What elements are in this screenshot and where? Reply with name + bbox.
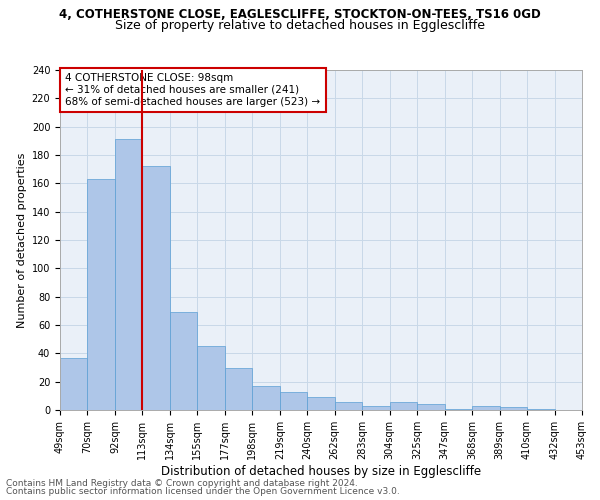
Bar (362, 406, 389, 410)
Bar (60, 358, 88, 410)
Text: Contains public sector information licensed under the Open Government Licence v3: Contains public sector information licen… (6, 487, 400, 496)
Bar (445, 408, 472, 410)
Bar (527, 408, 554, 410)
Text: 4, COTHERSTONE CLOSE, EAGLESCLIFFE, STOCKTON-ON-TEES, TS16 0GD: 4, COTHERSTONE CLOSE, EAGLESCLIFFE, STOC… (59, 8, 541, 20)
Bar (88, 179, 115, 410)
Y-axis label: Number of detached properties: Number of detached properties (17, 152, 28, 328)
Bar (335, 402, 362, 410)
Bar (225, 368, 253, 410)
Bar (170, 312, 197, 410)
Bar (417, 404, 445, 410)
Bar (253, 386, 280, 410)
Bar (280, 392, 307, 410)
X-axis label: Distribution of detached houses by size in Egglescliffe: Distribution of detached houses by size … (161, 464, 481, 477)
Bar (307, 397, 335, 410)
Bar (500, 407, 527, 410)
Bar (389, 402, 417, 410)
Text: Size of property relative to detached houses in Egglescliffe: Size of property relative to detached ho… (115, 18, 485, 32)
Bar (472, 406, 500, 410)
Text: Contains HM Land Registry data © Crown copyright and database right 2024.: Contains HM Land Registry data © Crown c… (6, 478, 358, 488)
Bar (142, 166, 170, 410)
Bar (115, 140, 142, 410)
Bar (197, 346, 225, 410)
Text: 4 COTHERSTONE CLOSE: 98sqm
← 31% of detached houses are smaller (241)
68% of sem: 4 COTHERSTONE CLOSE: 98sqm ← 31% of deta… (65, 74, 320, 106)
